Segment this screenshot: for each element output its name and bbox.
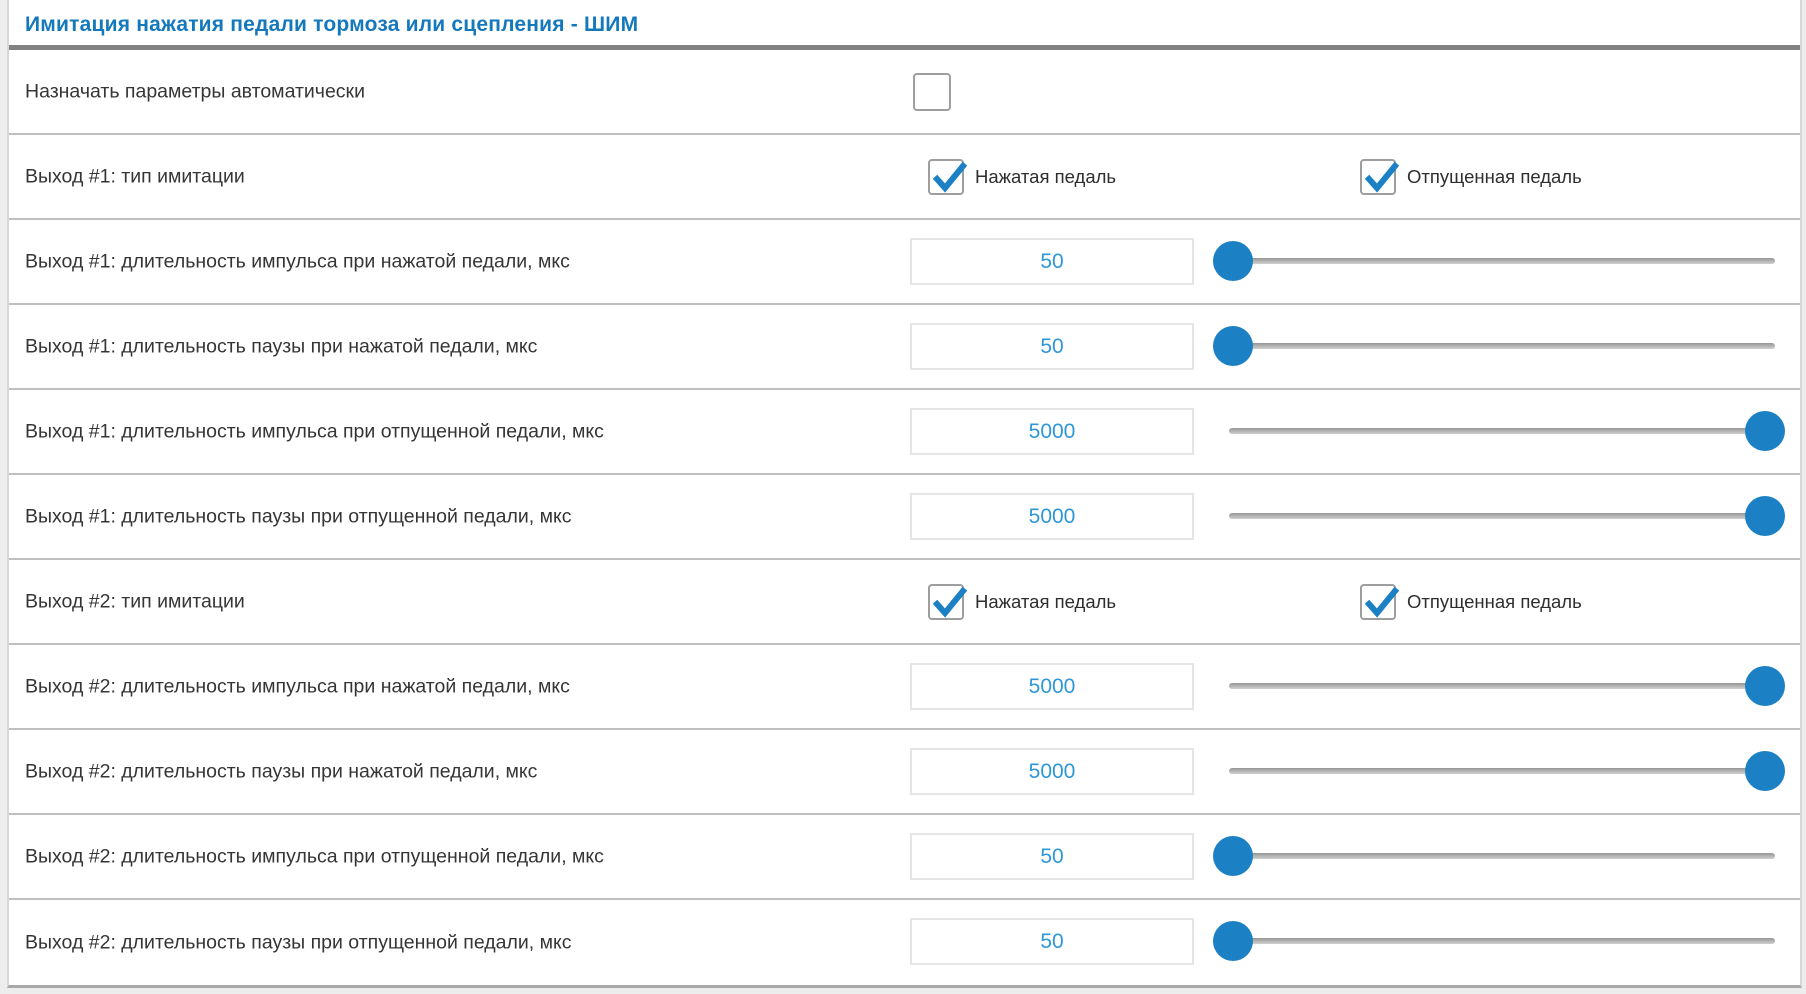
slider-thumb[interactable] xyxy=(1745,411,1785,451)
slider-thumb[interactable] xyxy=(1745,496,1785,536)
settings-row-out1-imitation-type: Выход #1: тип имитации Нажатая педаль Отпу… xyxy=(9,135,1800,220)
slider-track xyxy=(1229,938,1775,944)
settings-rows: Назначать параметры автоматически Выход #… xyxy=(9,50,1800,985)
settings-row-out2-pause-pressed: Выход #2: длительность паузы при нажатой… xyxy=(9,730,1800,815)
out1-pulse-released-slider[interactable] xyxy=(1213,411,1785,451)
slider-track xyxy=(1229,513,1775,519)
out1-imitation-type-released-pedal-group: Отпущенная педаль xyxy=(1360,158,1582,195)
out1-pulse-pressed-value-input[interactable] xyxy=(910,238,1194,285)
slider-track xyxy=(1229,343,1775,349)
released-pedal-checkbox[interactable] xyxy=(1360,158,1400,195)
row-label: Назначать параметры автоматически xyxy=(25,80,365,102)
row-label: Выход #1: длительность импульса при нажа… xyxy=(25,250,570,272)
out2-imitation-type-released-pedal-group: Отпущенная педаль xyxy=(1360,583,1582,620)
out1-pause-pressed-slider[interactable] xyxy=(1213,326,1785,366)
pressed-pedal-checkbox[interactable] xyxy=(928,158,968,195)
settings-row-out2-pause-released: Выход #2: длительность паузы при отпущен… xyxy=(9,900,1800,985)
settings-row-out2-pulse-pressed: Выход #2: длительность импульса при нажа… xyxy=(9,645,1800,730)
out1-pause-released-slider[interactable] xyxy=(1213,496,1785,536)
out1-pause-pressed-value-input[interactable] xyxy=(910,323,1194,370)
settings-row-out2-imitation-type: Выход #2: тип имитации Нажатая педаль Отпу… xyxy=(9,560,1800,645)
checkbox-label: Нажатая педаль xyxy=(975,590,1117,612)
pressed-pedal-checkbox[interactable] xyxy=(928,583,968,620)
row-label: Выход #2: длительность импульса при нажа… xyxy=(25,675,570,697)
slider-thumb[interactable] xyxy=(1213,921,1253,961)
out2-pulse-pressed-value-input[interactable] xyxy=(910,663,1194,710)
slider-thumb[interactable] xyxy=(1213,326,1253,366)
out2-pulse-pressed-slider[interactable] xyxy=(1213,666,1785,706)
out2-pulse-released-value-input[interactable] xyxy=(910,833,1194,880)
out1-imitation-type-pressed-pedal-group: Нажатая педаль xyxy=(928,158,1117,195)
out1-pause-released-value-input[interactable] xyxy=(910,493,1194,540)
out1-pulse-released-value-input[interactable] xyxy=(910,408,1194,455)
settings-row-out1-pause-pressed: Выход #1: длительность паузы при нажатой… xyxy=(9,305,1800,390)
slider-thumb[interactable] xyxy=(1213,836,1253,876)
released-pedal-checkbox[interactable] xyxy=(1360,583,1400,620)
row-label: Выход #2: длительность паузы при отпущен… xyxy=(25,931,572,953)
settings-row-out1-pulse-released: Выход #1: длительность импульса при отпу… xyxy=(9,390,1800,475)
checkbox-label: Нажатая педаль xyxy=(975,165,1117,187)
checkbox-label: Отпущенная педаль xyxy=(1407,165,1582,187)
auto-params-checkbox[interactable] xyxy=(913,72,951,111)
out2-pulse-released-slider[interactable] xyxy=(1213,836,1785,876)
row-label: Выход #1: длительность импульса при отпу… xyxy=(25,420,604,442)
settings-row-out1-pause-released: Выход #1: длительность паузы при отпущен… xyxy=(9,475,1800,560)
out2-imitation-type-pressed-pedal-group: Нажатая педаль xyxy=(928,583,1117,620)
row-label: Выход #2: длительность паузы при нажатой… xyxy=(25,760,538,782)
row-label: Выход #2: длительность импульса при отпу… xyxy=(25,845,604,867)
slider-thumb[interactable] xyxy=(1745,751,1785,791)
slider-track xyxy=(1229,258,1775,264)
out2-pause-pressed-value-input[interactable] xyxy=(910,748,1194,795)
row-label: Выход #1: длительность паузы при отпущен… xyxy=(25,505,572,527)
slider-track xyxy=(1229,853,1775,859)
checkbox-label: Отпущенная педаль xyxy=(1407,590,1582,612)
slider-track xyxy=(1229,683,1775,689)
out2-pause-pressed-slider[interactable] xyxy=(1213,751,1785,791)
settings-row-out1-pulse-pressed: Выход #1: длительность импульса при нажа… xyxy=(9,220,1800,305)
checkmark-icon xyxy=(932,161,968,193)
settings-row-auto-params: Назначать параметры автоматически xyxy=(9,50,1800,135)
row-label: Выход #1: длительность паузы при нажатой… xyxy=(25,335,538,357)
row-label: Выход #2: тип имитации xyxy=(25,590,245,612)
panel-title: Имитация нажатия педали тормоза или сцеп… xyxy=(9,0,1800,50)
checkmark-icon xyxy=(1364,161,1400,193)
slider-thumb[interactable] xyxy=(1745,666,1785,706)
checkmark-icon xyxy=(1364,586,1400,618)
settings-row-out2-pulse-released: Выход #2: длительность импульса при отпу… xyxy=(9,815,1800,900)
out2-pause-released-value-input[interactable] xyxy=(910,918,1194,965)
pwm-settings-panel: Имитация нажатия педали тормоза или сцеп… xyxy=(7,0,1802,988)
out1-pulse-pressed-slider[interactable] xyxy=(1213,241,1785,281)
checkmark-icon xyxy=(932,586,968,618)
slider-thumb[interactable] xyxy=(1213,241,1253,281)
row-label: Выход #1: тип имитации xyxy=(25,165,245,187)
out2-pause-released-slider[interactable] xyxy=(1213,921,1785,961)
slider-track xyxy=(1229,428,1775,434)
slider-track xyxy=(1229,768,1775,774)
